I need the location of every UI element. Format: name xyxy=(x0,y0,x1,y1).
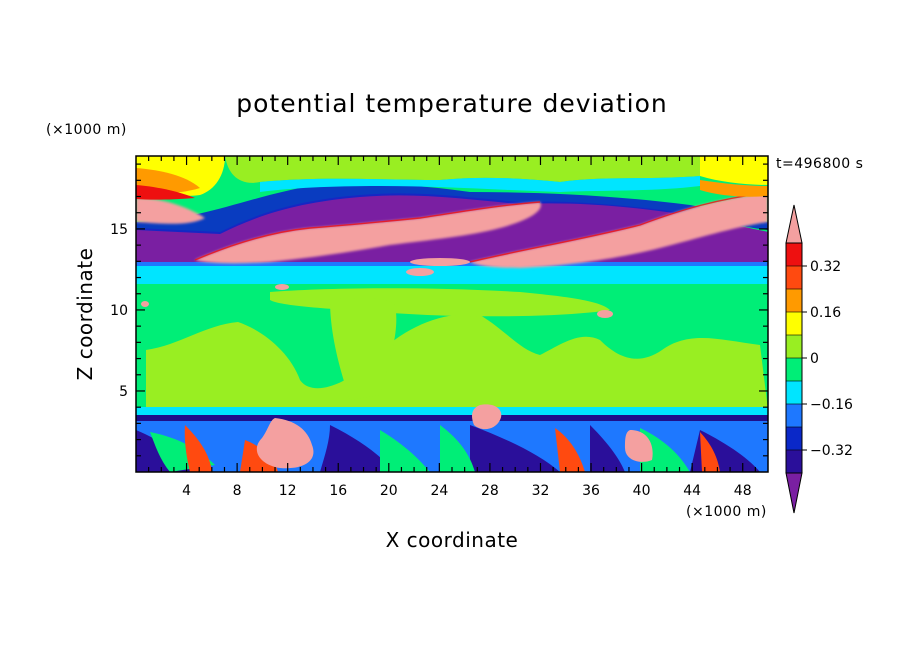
colorbar-segment xyxy=(786,289,802,312)
y-axis-label: Z coordinate xyxy=(73,248,97,381)
layer-midlevel xyxy=(146,288,768,410)
chart-title: potential temperature deviation xyxy=(236,89,667,118)
colorbar-segment xyxy=(786,358,802,381)
heatmap-field xyxy=(136,156,768,472)
x-tick-label: 40 xyxy=(633,483,651,499)
colorbar: 0.32 0.16 0 −0.16 −0.32 xyxy=(785,204,853,514)
colorbar-extend-max xyxy=(785,204,803,244)
x-tick-label: 28 xyxy=(481,483,499,499)
x-axis-label: X coordinate xyxy=(386,528,519,552)
colorbar-segment xyxy=(786,381,802,404)
colorbar-segment xyxy=(786,404,802,427)
y-tick-label: 10 xyxy=(110,303,128,319)
time-label: t=496800 s xyxy=(776,156,863,172)
colorbar-label: 0 xyxy=(810,351,819,367)
x-ticks: 4 8 12 16 20 24 28 32 36 40 44 48 xyxy=(148,156,756,499)
colorbar-segment xyxy=(786,427,802,450)
colorbar-segment xyxy=(786,450,802,473)
colorbar-label: 0.16 xyxy=(810,305,841,321)
x-tick-label: 32 xyxy=(532,483,550,499)
layer-red-edges xyxy=(194,192,768,263)
x-tick-label: 48 xyxy=(734,483,752,499)
x-tick-label: 44 xyxy=(683,483,701,499)
colorbar-label: 0.32 xyxy=(810,259,841,275)
x-tick-label: 8 xyxy=(233,483,242,499)
colorbar-segment xyxy=(786,266,802,289)
colorbar-label: −0.32 xyxy=(810,443,853,459)
layer-boundary xyxy=(136,404,768,472)
x-tick-label: 24 xyxy=(430,483,448,499)
layer-dark-low xyxy=(136,415,768,421)
x-tick-label: 12 xyxy=(279,483,297,499)
colorbar-segment xyxy=(786,335,802,358)
y-tick-label: 15 xyxy=(110,222,128,238)
y-unit-label: (×1000 m) xyxy=(46,122,127,138)
x-tick-label: 20 xyxy=(380,483,398,499)
colorbar-label: −0.16 xyxy=(810,397,853,413)
layer-top-caps xyxy=(136,156,768,200)
x-tick-label: 4 xyxy=(182,483,191,499)
x-unit-label: (×1000 m) xyxy=(686,504,767,520)
x-tick-label: 16 xyxy=(329,483,347,499)
colorbar-extend-min xyxy=(785,472,803,514)
layer-cyan-low xyxy=(136,407,768,415)
y-ticks: 5 10 15 xyxy=(110,163,768,457)
colorbar-segment xyxy=(786,243,802,266)
y-tick-label: 5 xyxy=(119,384,128,400)
x-tick-label: 36 xyxy=(582,483,600,499)
colorbar-segment xyxy=(786,312,802,335)
layer-cyan-mid xyxy=(136,262,768,284)
layer-small-blobs xyxy=(141,258,613,318)
